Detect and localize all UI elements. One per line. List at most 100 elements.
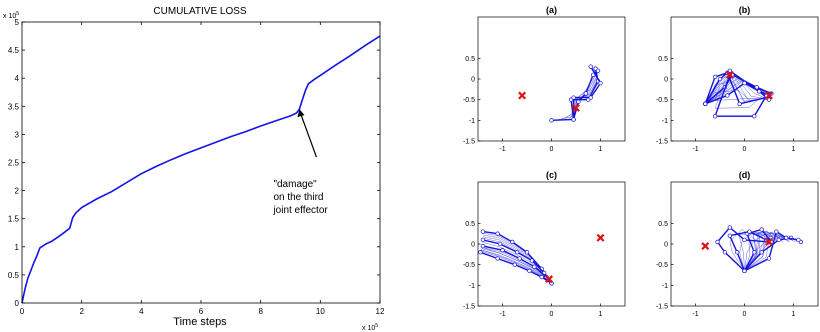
- y-tick-label: 0: [471, 77, 475, 84]
- y-tick-label: 2: [15, 187, 20, 196]
- y-tick-label: -1.5: [463, 139, 475, 146]
- y-tick-label: -0.5: [656, 97, 668, 104]
- annotation-text: joint effector: [272, 205, 328, 216]
- y-tick-label: 0: [15, 299, 20, 308]
- joint-marker: [766, 256, 772, 261]
- joint-marker: [742, 237, 747, 243]
- y-tick-label: -0.5: [463, 262, 475, 269]
- joint-marker: [703, 101, 708, 106]
- joint-marker: [571, 95, 576, 100]
- joint-marker: [549, 118, 554, 123]
- joint-marker: [757, 89, 762, 94]
- y-tick-label: -1: [469, 118, 475, 125]
- x-tick-label: 0: [743, 146, 747, 153]
- joint-marker: [500, 248, 505, 253]
- joint-marker: [529, 258, 535, 263]
- joint-marker: [524, 250, 530, 255]
- arm-configuration: [714, 74, 768, 117]
- joint-marker: [796, 237, 801, 243]
- x-tick-label: -1: [692, 311, 698, 318]
- annotation-arrowhead: [297, 109, 305, 118]
- x-tick-label: -1: [499, 146, 505, 153]
- joint-marker: [478, 250, 483, 255]
- x-axis-multiplier: x 105: [362, 323, 378, 332]
- joint-marker: [715, 239, 720, 245]
- chart-title: CUMULATIVE LOSS: [153, 6, 246, 17]
- target-marker: [545, 275, 554, 284]
- joint-marker: [532, 264, 537, 269]
- joint-marker: [774, 229, 779, 234]
- y-tick-label: 0.5: [658, 221, 668, 228]
- target-marker: [701, 242, 710, 251]
- x-tick-label: 1: [792, 311, 796, 318]
- joint-marker: [735, 250, 740, 255]
- joint-marker: [742, 80, 747, 86]
- panel-a: (a) -1 0 1 0.5 0 -0.5 -1 -1.5: [463, 5, 626, 153]
- joint-marker: [497, 241, 503, 247]
- series-line-path: [21, 35, 381, 304]
- y-tick-label: 0: [471, 242, 475, 249]
- y-tick-label: -1.5: [656, 139, 668, 146]
- joint-marker: [515, 250, 520, 255]
- panel-c: (c) -1 0 1 0.5 0 -0.5 -1 -1.5: [463, 170, 626, 318]
- y-tick-label: -1: [662, 118, 668, 125]
- panel-frame: [670, 181, 819, 307]
- joint-marker: [784, 235, 789, 240]
- panel-title: (d): [739, 170, 751, 180]
- joint-marker: [576, 99, 581, 104]
- annotation-text: on the third: [273, 192, 323, 203]
- y-tick-label: -0.5: [656, 262, 668, 269]
- x-tick-label: 1: [599, 146, 603, 153]
- joint-marker: [480, 243, 486, 249]
- panel-d: (d) -1 0 1 0.5 0 -0.5 -1 -1.5: [656, 170, 819, 318]
- y-tick-label: 4.5: [8, 46, 20, 55]
- joint-marker: [752, 114, 757, 119]
- x-tick-label: 2: [79, 307, 84, 316]
- y-tick-label: 4: [15, 74, 20, 83]
- arm-trace: [739, 231, 768, 271]
- x-tick-label: 1: [599, 311, 603, 318]
- x-tick-label: 1: [792, 146, 796, 153]
- x-tick-label: 6: [199, 307, 204, 316]
- joint-marker: [517, 256, 522, 261]
- y-tick-label: 0.5: [8, 271, 20, 280]
- panel-title: (b): [739, 5, 751, 15]
- joint-marker: [495, 231, 500, 236]
- joint-marker: [752, 250, 757, 255]
- arm-trace: [744, 232, 793, 272]
- y-tick-label: 1.5: [8, 215, 20, 224]
- x-axis-label: Time steps: [173, 316, 227, 328]
- arm-trace: [705, 77, 771, 105]
- joint-marker: [539, 274, 544, 280]
- x-tick-label: 12: [376, 307, 385, 316]
- joint-marker: [754, 85, 759, 90]
- joint-marker: [583, 91, 588, 96]
- arm-trace: [714, 89, 751, 101]
- target-marker: [572, 103, 580, 112]
- joint-marker: [727, 225, 732, 230]
- y-tick-label: 3: [15, 130, 20, 139]
- y-tick-label: -1.5: [463, 304, 475, 311]
- y-tick-label: 5: [15, 18, 20, 27]
- y-tick-label: -0.5: [463, 97, 475, 104]
- target-marker: [725, 70, 734, 79]
- joint-marker: [495, 256, 500, 261]
- y-tick-label: 0: [664, 242, 668, 249]
- joint-marker: [727, 233, 732, 238]
- x-tick-label: 8: [258, 307, 263, 316]
- x-tick-label: -1: [499, 311, 505, 318]
- joint-marker: [742, 268, 747, 274]
- joint-marker: [759, 227, 764, 232]
- y-tick-label: 1: [15, 243, 20, 252]
- y-tick-label: 3.5: [8, 102, 20, 111]
- joint-marker: [712, 114, 718, 119]
- series-line: [21, 35, 381, 304]
- axis-ticks: 0 2 4 6 8 10 12 0 0.5 1 1.5 2 2.5 3 3.5 4 4.5 5: [8, 18, 385, 316]
- x-tick-label: 10: [316, 307, 325, 316]
- y-tick-label: 0.5: [465, 56, 475, 63]
- joint-marker: [759, 250, 764, 255]
- joint-marker: [722, 250, 728, 255]
- damage-annotation: "damage" on the third joint effector: [272, 109, 328, 216]
- joint-marker: [588, 95, 593, 100]
